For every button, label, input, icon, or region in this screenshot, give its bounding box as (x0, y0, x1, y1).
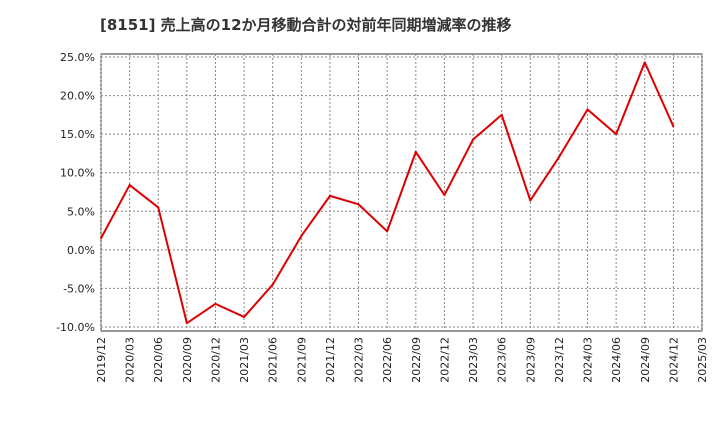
data-point (672, 125, 675, 128)
data-point (500, 113, 503, 116)
series-layer (100, 61, 675, 325)
data-point (128, 184, 131, 187)
y-axis: 25.0% 20.0% 15.0% 10.0% 5.0% 0.0% -5.0% -10.0% (56, 51, 95, 334)
x-tick-label: 2023/06 (496, 337, 509, 383)
data-point (472, 138, 475, 141)
x-tick-label: 2025/03 (696, 337, 709, 383)
y-tick-label: -10.0% (56, 321, 95, 334)
data-point (643, 61, 646, 64)
data-point (328, 194, 331, 197)
data-point (300, 234, 303, 237)
x-tick-label: 2024/03 (582, 337, 595, 383)
data-point (529, 199, 532, 202)
data-point (557, 156, 560, 159)
x-tick-label: 2022/03 (353, 337, 366, 383)
data-point (243, 315, 246, 318)
data-point (443, 194, 446, 197)
y-tick-label: 25.0% (60, 51, 95, 64)
x-tick-label: 2020/12 (209, 337, 222, 383)
x-tick-label: 2022/06 (381, 337, 394, 383)
data-point (586, 108, 589, 111)
y-tick-label: 10.0% (60, 167, 95, 180)
x-tick-label: 2020/09 (181, 337, 194, 383)
data-point (357, 203, 360, 206)
y-tick-label: 0.0% (67, 244, 95, 257)
x-axis: 2019/12 2020/03 2020/06 2020/09 2020/12 2021/… (95, 337, 709, 383)
data-point (386, 230, 389, 233)
y-tick-label: -5.0% (63, 282, 95, 295)
y-tick-label: 20.0% (60, 90, 95, 103)
x-tick-label: 2024/12 (667, 337, 680, 383)
x-tick-label: 2023/03 (467, 337, 480, 383)
data-point (271, 283, 274, 286)
x-tick-label: 2024/09 (639, 337, 652, 383)
data-point (615, 133, 618, 136)
x-tick-label: 2020/06 (152, 337, 165, 383)
data-point (414, 150, 417, 153)
x-tick-label: 2022/12 (438, 337, 451, 383)
grid-layer (100, 54, 703, 331)
x-tick-label: 2023/12 (553, 337, 566, 383)
x-tick-label: 2023/09 (524, 337, 537, 383)
chart-title: [8151] 売上高の12か月移動合計の対前年同期増減率の推移 (100, 16, 512, 34)
data-point (157, 206, 160, 209)
data-point (185, 322, 188, 325)
y-tick-label: 5.0% (67, 205, 95, 218)
data-point (214, 302, 217, 305)
x-tick-label: 2021/09 (295, 337, 308, 383)
x-tick-label: 2024/06 (610, 337, 623, 383)
y-tick-label: 15.0% (60, 128, 95, 141)
x-tick-label: 2021/12 (324, 337, 337, 383)
x-tick-label: 2019/12 (95, 337, 108, 383)
x-tick-label: 2020/03 (124, 337, 137, 383)
x-tick-label: 2022/09 (410, 337, 423, 383)
data-point (100, 237, 102, 240)
x-tick-label: 2021/03 (238, 337, 251, 383)
x-tick-label: 2021/06 (267, 337, 280, 383)
